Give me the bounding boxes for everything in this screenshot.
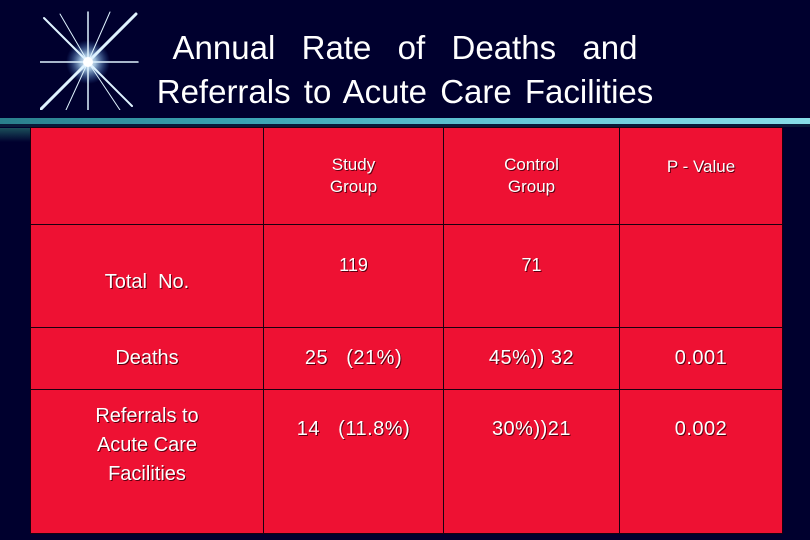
divider-bevel (0, 128, 30, 142)
slide-title: Annual Rate of Deaths and Referrals to A… (100, 26, 710, 114)
header-p-value: P - Value (619, 127, 783, 225)
table-row: Total No. 119 71 (30, 224, 783, 328)
header-control-group: Control Group (443, 127, 620, 225)
table-row: Referrals to Acute Care Facilities 14 (1… (30, 389, 783, 534)
row-label-total: Total No. (30, 224, 264, 328)
title-divider (0, 118, 810, 124)
title-line-2: Referrals to Acute Care Facilities (156, 73, 654, 110)
deaths-study-value: 25 (21%) (263, 327, 444, 390)
table-row: Deaths 25 (21%) 45%)) 32 0.001 (30, 327, 783, 390)
referrals-p-value: 0.002 (619, 389, 783, 534)
results-table: Study Group Control Group P - Value Tota… (30, 127, 783, 534)
header-study-group: Study Group (263, 127, 444, 225)
header-control-label: Control Group (504, 155, 559, 196)
title-line-1: Annual Rate of Deaths and (172, 29, 638, 66)
deaths-p-value: 0.001 (619, 327, 783, 390)
deaths-control-value: 45%)) 32 (443, 327, 620, 390)
starburst-icon (40, 11, 139, 110)
total-study-value: 119 (263, 224, 444, 328)
total-p-value (619, 224, 783, 328)
referrals-study-value: 14 (11.8%) (263, 389, 444, 534)
header-row: Study Group Control Group P - Value (30, 127, 783, 225)
title-divider-shadow (0, 124, 810, 127)
row-label-deaths: Deaths (30, 327, 264, 390)
row-label-referrals: Referrals to Acute Care Facilities (30, 389, 264, 534)
total-control-value: 71 (443, 224, 620, 328)
header-study-label: Study Group (329, 155, 378, 196)
referrals-control-value: 30%))21 (443, 389, 620, 534)
header-p-label: P - Value (666, 157, 736, 176)
header-cell-empty (30, 127, 264, 225)
